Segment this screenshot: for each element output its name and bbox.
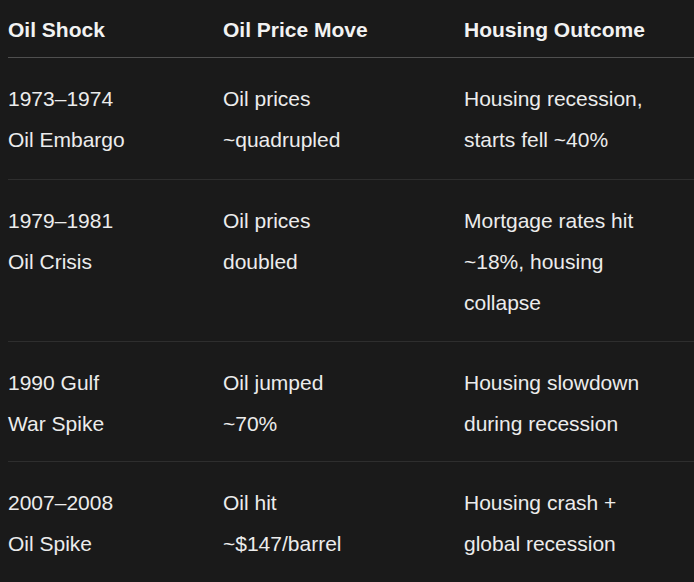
cell-line: Oil jumped bbox=[223, 362, 454, 403]
table-row: 2007–2008 Oil Spike Oil hit ~$147/barrel… bbox=[8, 462, 694, 582]
cell-line: ~$147/barrel bbox=[223, 523, 454, 564]
cell-line: Housing crash + bbox=[464, 482, 692, 523]
cell-line: Oil Spike bbox=[8, 523, 213, 564]
cell-housing-outcome: Mortgage rates hit ~18%, housing collaps… bbox=[464, 200, 694, 341]
cell-line: during recession bbox=[464, 403, 692, 444]
cell-line: ~quadrupled bbox=[223, 119, 454, 160]
cell-oil-price-move: Oil prices doubled bbox=[223, 200, 464, 341]
cell-line: Oil Embargo bbox=[8, 119, 213, 160]
cell-oil-shock: 1990 Gulf War Spike bbox=[8, 362, 223, 461]
column-header-housing-outcome: Housing Outcome bbox=[464, 9, 694, 57]
cell-line: Oil prices bbox=[223, 200, 454, 241]
cell-line: ~70% bbox=[223, 403, 454, 444]
cell-line: ~18%, housing bbox=[464, 241, 692, 282]
cell-oil-shock: 2007–2008 Oil Spike bbox=[8, 482, 223, 582]
table-header-row: Oil Shock Oil Price Move Housing Outcome bbox=[8, 0, 694, 58]
cell-line: collapse bbox=[464, 282, 692, 323]
cell-housing-outcome: Housing recession, starts fell ~40% bbox=[464, 78, 694, 179]
column-header-oil-price-move: Oil Price Move bbox=[223, 9, 464, 57]
cell-line: 2007–2008 bbox=[8, 482, 213, 523]
cell-line: global recession bbox=[464, 523, 692, 564]
cell-line: starts fell ~40% bbox=[464, 119, 692, 160]
cell-line: Housing recession, bbox=[464, 78, 692, 119]
cell-line: 1979–1981 bbox=[8, 200, 213, 241]
cell-housing-outcome: Housing slowdown during recession bbox=[464, 362, 694, 461]
cell-oil-price-move: Oil hit ~$147/barrel bbox=[223, 482, 464, 582]
oil-shock-housing-table: Oil Shock Oil Price Move Housing Outcome… bbox=[0, 0, 694, 582]
cell-line: Oil hit bbox=[223, 482, 454, 523]
cell-oil-price-move: Oil prices ~quadrupled bbox=[223, 78, 464, 179]
table-row: 1973–1974 Oil Embargo Oil prices ~quadru… bbox=[8, 58, 694, 180]
cell-line: Oil prices bbox=[223, 78, 454, 119]
cell-line: doubled bbox=[223, 241, 454, 282]
table-row: 1979–1981 Oil Crisis Oil prices doubled … bbox=[8, 180, 694, 342]
cell-line: Housing slowdown bbox=[464, 362, 692, 403]
column-header-oil-shock: Oil Shock bbox=[8, 9, 223, 57]
table-row: 1990 Gulf War Spike Oil jumped ~70% Hous… bbox=[8, 342, 694, 462]
cell-housing-outcome: Housing crash + global recession bbox=[464, 482, 694, 582]
cell-line: Mortgage rates hit bbox=[464, 200, 692, 241]
cell-line: War Spike bbox=[8, 403, 213, 444]
cell-oil-price-move: Oil jumped ~70% bbox=[223, 362, 464, 461]
cell-line: Oil Crisis bbox=[8, 241, 213, 282]
cell-line: 1973–1974 bbox=[8, 78, 213, 119]
cell-line: 1990 Gulf bbox=[8, 362, 213, 403]
cell-oil-shock: 1979–1981 Oil Crisis bbox=[8, 200, 223, 341]
cell-oil-shock: 1973–1974 Oil Embargo bbox=[8, 78, 223, 179]
